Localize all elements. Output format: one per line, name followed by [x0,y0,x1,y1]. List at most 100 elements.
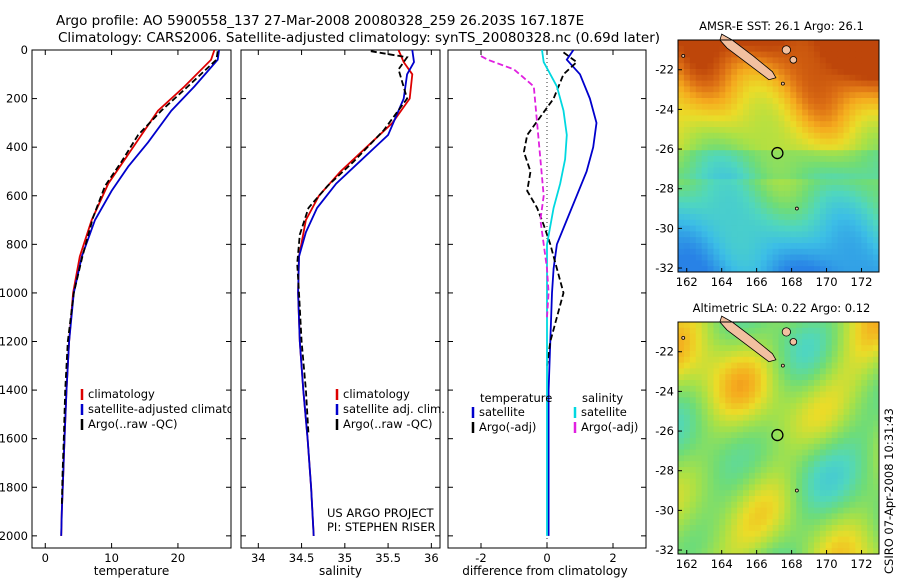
sidebar-timestamp: CSIRO 07-Apr-2008 10:31:43 [882,408,896,574]
series-line-salinity-satellite [541,50,568,536]
series-line-climatology [60,50,216,536]
map-y-tick-label: -22 [655,345,674,359]
legend-entry: climatology [343,387,410,401]
map-field [678,40,880,273]
map-x-tick-label: 164 [711,275,733,289]
map-field [678,322,880,555]
series-line-satellite-adj-clim- [297,50,415,536]
x-tick-label: 0 [543,551,550,565]
legend-entry: Argo(-adj) [581,420,638,434]
island-small [789,338,798,346]
legend-entry: satellite [581,405,627,419]
map-y-tick-label: -24 [655,102,674,116]
series-line-satellite-adjusted-climatology [60,50,220,536]
island-small [781,327,791,337]
map-x-tick-label: 170 [816,275,838,289]
annotation-project: US ARGO PROJECT [327,506,435,520]
legend-header-salinity: salinity [582,391,623,405]
map-y-tick-label: -24 [655,384,674,398]
map-x-tick-label: 172 [851,557,873,571]
map-title: AMSR-E SST: 26.1 Argo: 26.1 [699,19,864,33]
x-tick-label: 34 [251,551,266,565]
map-x-tick-label: 166 [746,557,768,571]
legend-header-temperature: temperature [480,391,552,405]
x-axis-label: salinity [319,564,362,578]
island-small [780,363,785,368]
y-tick-label: 600 [6,189,28,203]
map-y-tick-label: -22 [655,63,674,77]
map-x-tick-label: 162 [676,557,698,571]
legend-entry: Argo(..raw -QC) [88,417,178,431]
island-small [681,335,686,340]
sla-map-panel: Altimetric SLA: 0.22 Argo: 0.12 162 164 166… [655,301,880,571]
x-axis-label: difference from climatology [462,564,628,578]
y-tick-label: 0 [21,43,28,57]
island-small [794,206,799,211]
plot-frame [31,49,232,549]
y-tick-label: 200 [6,92,28,106]
series-line-climatology [297,50,414,536]
y-tick-label: 1600 [0,432,28,446]
legend-entry: satellite-adjusted climatology [88,402,258,416]
series-line-salinity-argo-adj- [480,55,550,318]
argo-position-marker [771,428,784,442]
island-small [681,53,686,58]
legend-entry: Argo(..raw -QC) [343,417,433,431]
x-tick-label: 10 [104,551,119,565]
map-x-tick-label: 162 [676,275,698,289]
plot-frame [240,49,441,549]
island-small [781,45,791,55]
map-y-tick-label: -26 [655,424,674,438]
island-small [780,81,785,86]
map-y-tick-label: -28 [655,182,674,196]
map-frame [677,321,880,555]
y-tick-label: 400 [6,140,28,154]
x-tick-label: 35 [338,551,353,565]
x-tick-label: 2 [609,551,616,565]
series-line-temperature-argo-adj- [522,51,579,366]
sst-map-panel: AMSR-E SST: 26.1 Argo: 26.1 162 164 166 168 1… [655,19,880,289]
x-tick-label: 36 [424,551,439,565]
y-tick-label: 1400 [0,383,28,397]
map-title: Altimetric SLA: 0.22 Argo: 0.12 [693,301,871,315]
map-y-tick-label: -32 [655,543,674,557]
island-new-caledonia [719,315,777,363]
island-new-caledonia [719,33,777,81]
legend-entry: satellite [479,405,525,419]
header-line2: Climatology: CARS2006. Satellite-adjuste… [58,30,660,46]
x-tick-label: 20 [171,551,186,565]
x-tick-label: 0 [42,551,49,565]
map-x-tick-label: 168 [781,275,803,289]
island-small [794,488,799,493]
header-line1: Argo profile: AO 5900558_137 27-Mar-2008… [56,13,584,29]
map-y-tick-label: -30 [655,503,674,517]
x-tick-label: -2 [475,551,486,565]
legend-entry: climatology [88,387,155,401]
map-y-tick-label: -28 [655,464,674,478]
series-line-temperature-satellite [547,50,598,536]
legend-entry: Argo(-adj) [479,420,536,434]
y-tick-label: 1000 [0,286,28,300]
map-y-tick-label: -32 [655,261,674,275]
x-tick-label: 34.5 [289,551,315,565]
map-x-tick-label: 172 [851,275,873,289]
map-x-tick-label: 168 [781,557,803,571]
x-tick-label: 35.5 [375,551,401,565]
map-y-tick-label: -26 [655,142,674,156]
map-x-tick-label: 164 [711,557,733,571]
y-tick-label: 2000 [0,529,28,543]
map-y-tick-label: -30 [655,221,674,235]
map-x-tick-label: 166 [746,275,768,289]
series-line-argo-raw-qc- [296,50,409,434]
series-line-argo-raw-qc- [60,51,219,507]
island-small [789,56,798,64]
map-frame [677,39,880,273]
argo-position-marker [771,146,784,160]
x-axis-label: temperature [94,564,169,578]
y-tick-label: 1200 [0,335,28,349]
y-tick-label: 800 [6,237,28,251]
map-x-tick-label: 170 [816,557,838,571]
